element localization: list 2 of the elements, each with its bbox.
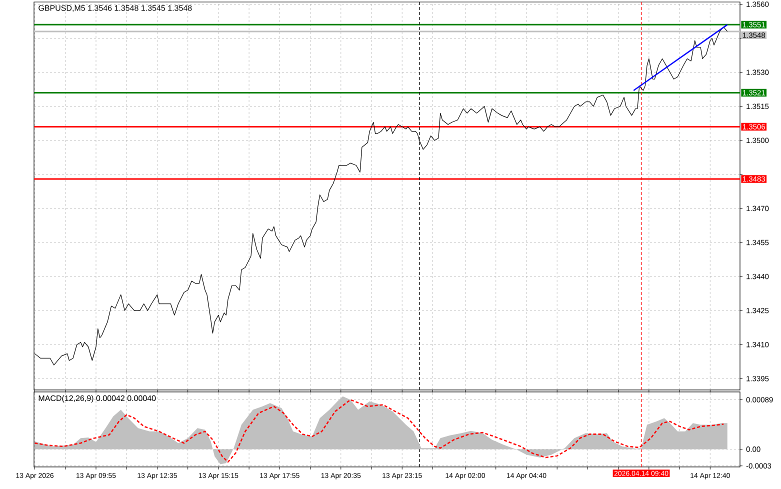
chart-title: MACD(12,26,9) 0.00042 0.00040 — [38, 395, 156, 403]
chart-title: GBPUSD,M5 1.3546 1.3548 1.3545 1.3548 — [38, 5, 192, 12]
